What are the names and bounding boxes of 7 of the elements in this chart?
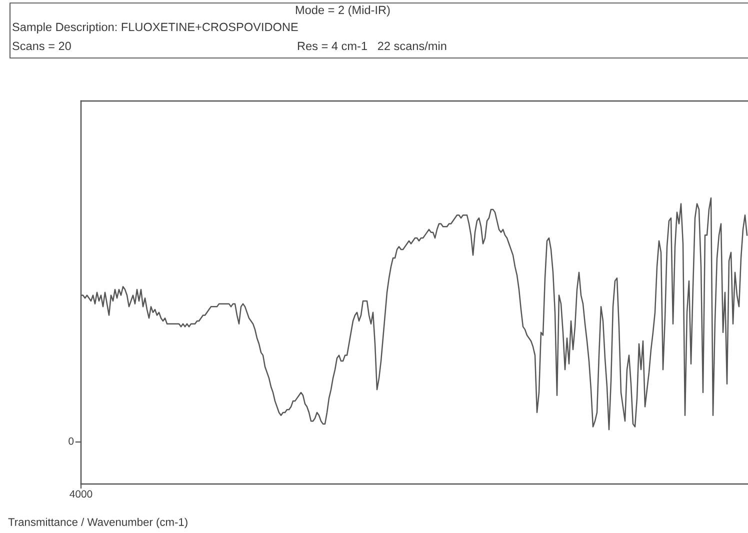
text: Scans = 20 (12, 42, 71, 50)
text: Mode = 2 (Mid-IR) (296, 6, 390, 16)
text: Sample Description: FLUOXETINE+CROSPOVIDONE (12, 22, 298, 34)
text: Transmittance / Wavenumber (cm-1) (8, 518, 188, 528)
text: 4000 (70, 490, 92, 498)
text: Res = 4 cm-1 22 scans/min (298, 42, 446, 50)
text: 0 (68, 437, 74, 445)
